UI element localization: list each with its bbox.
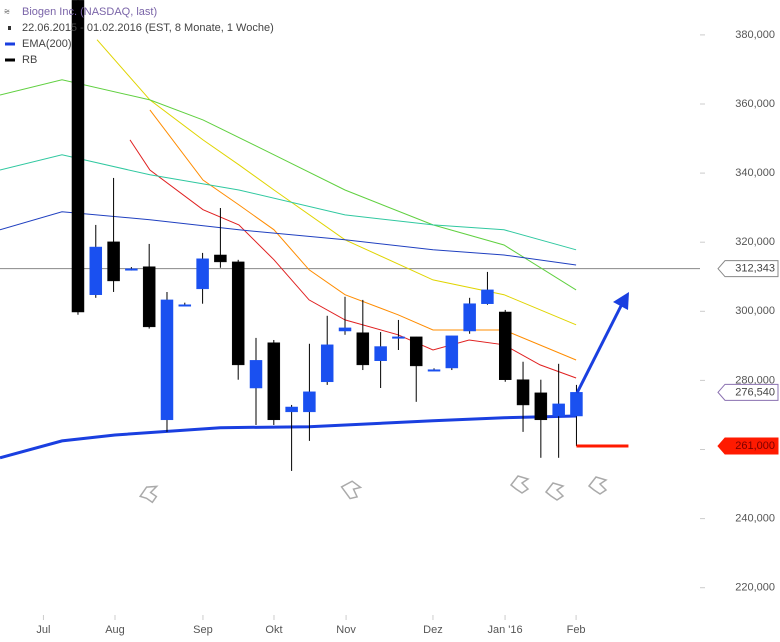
candle-body bbox=[552, 403, 565, 417]
legend-icon bbox=[8, 26, 11, 30]
x-tick-label: Sep bbox=[193, 624, 213, 636]
x-tick-label: Jul bbox=[36, 624, 50, 636]
up-arrow bbox=[509, 475, 530, 494]
x-tick-label: Nov bbox=[336, 624, 356, 636]
x-tick-label: Feb bbox=[567, 624, 586, 636]
candle-body bbox=[89, 246, 103, 295]
candle-body bbox=[320, 344, 334, 383]
candle-body bbox=[249, 360, 263, 389]
up-arrow bbox=[544, 482, 565, 501]
y-tick-label: 340,000 bbox=[735, 167, 775, 179]
axes: 220,000240,000260,000280,000300,000320,0… bbox=[36, 29, 775, 636]
price-tag bbox=[717, 260, 779, 278]
y-tick-label: 380,000 bbox=[735, 29, 775, 41]
candle-body bbox=[125, 268, 138, 271]
price-tag bbox=[717, 383, 779, 401]
candle-body bbox=[570, 392, 583, 417]
chart-subtitle: 22.06.2015 - 01.02.2016 (EST, 8 Monate, … bbox=[22, 22, 274, 34]
candle-body bbox=[178, 304, 192, 307]
price-tag-label: 261,000 bbox=[735, 440, 775, 452]
trend-arrow bbox=[575, 299, 626, 394]
annotations bbox=[138, 292, 629, 504]
ribbon-line bbox=[0, 79, 577, 291]
y-tick-label: 300,000 bbox=[735, 305, 775, 317]
up-arrow bbox=[340, 480, 363, 500]
y-tick-label: 240,000 bbox=[735, 513, 775, 525]
y-tick-label: 220,000 bbox=[735, 582, 775, 594]
legend-label: RB bbox=[22, 54, 37, 66]
candle-body bbox=[214, 254, 227, 263]
signal-arrows bbox=[138, 475, 608, 504]
x-tick-label: Okt bbox=[265, 624, 282, 636]
candle-body bbox=[445, 335, 459, 369]
candle-body bbox=[374, 346, 387, 361]
x-tick-label: Dez bbox=[423, 624, 443, 636]
ema-line bbox=[0, 414, 577, 460]
candle-body bbox=[231, 261, 245, 366]
candle-body bbox=[427, 369, 441, 372]
legend-icon: ⩬ bbox=[4, 7, 10, 18]
candle-body bbox=[463, 303, 476, 332]
candle-body bbox=[516, 379, 530, 406]
candle-body bbox=[267, 342, 281, 421]
candle-body bbox=[160, 299, 174, 421]
candle-body bbox=[481, 289, 494, 304]
legend-label: EMA(200) bbox=[22, 38, 72, 50]
price-tag bbox=[717, 437, 779, 455]
candle-body bbox=[285, 406, 298, 413]
x-tick-label: Aug bbox=[105, 624, 125, 636]
legend: ⩬ Biogen Inc. (NASDAQ, last) 22.06.2015 … bbox=[4, 6, 274, 66]
candle-body bbox=[303, 391, 316, 413]
candle-body bbox=[534, 392, 548, 421]
price-tag-label: 312,343 bbox=[735, 263, 775, 275]
candle-body bbox=[107, 241, 120, 282]
plot-area bbox=[0, 0, 700, 471]
x-tick-label: Jan '16 bbox=[487, 624, 522, 636]
candle-body bbox=[196, 258, 209, 290]
chart-title: Biogen Inc. (NASDAQ, last) bbox=[22, 6, 157, 18]
up-arrow bbox=[587, 476, 608, 495]
price-tag-label: 276,540 bbox=[735, 386, 775, 398]
arrow-head bbox=[613, 292, 629, 310]
candle-body bbox=[498, 311, 512, 380]
up-arrow bbox=[138, 485, 159, 504]
candle-body bbox=[409, 336, 423, 367]
y-tick-label: 320,000 bbox=[735, 236, 775, 248]
candle-body bbox=[71, 0, 85, 313]
ribbon-line bbox=[96, 39, 577, 326]
y-tick-label: 280,000 bbox=[735, 374, 775, 386]
candle-body bbox=[142, 266, 156, 328]
candle-body bbox=[338, 327, 352, 332]
candle-body bbox=[356, 332, 370, 366]
candle-body bbox=[392, 336, 405, 339]
y-tick-label: 360,000 bbox=[735, 98, 775, 110]
